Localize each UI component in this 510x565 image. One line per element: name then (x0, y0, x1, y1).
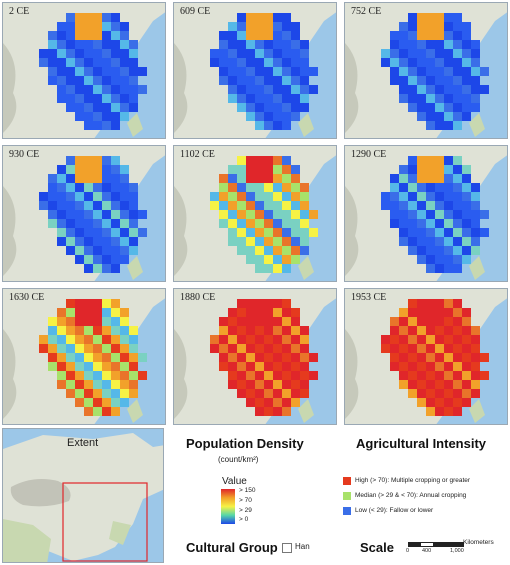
population-density-title: Population Density (186, 436, 304, 451)
scale-bar (408, 542, 464, 547)
map-panel: 930 CE (2, 145, 166, 282)
map-panel: 752 CE (344, 2, 508, 139)
agri-median-label: Median (> 29 & < 70): Annual cropping (355, 492, 467, 499)
map-panel-year-label: 1630 CE (9, 292, 45, 303)
cultural-group-title: Cultural Group (186, 540, 278, 555)
extent-title: Extent (67, 437, 99, 449)
map-panel: 1102 CE (173, 145, 337, 282)
scale-tick-400: 400 (422, 548, 432, 554)
map-panel-year-label: 1880 CE (180, 292, 216, 303)
scale-unit: Kilometers (463, 539, 494, 546)
agri-low-label: Low (< 29): Fallow or lower (355, 507, 434, 514)
map-panel: 2 CE (2, 2, 166, 139)
map-panel: 609 CE (173, 2, 337, 139)
agri-low-swatch (343, 507, 351, 515)
scale-title: Scale (360, 540, 394, 555)
population-tick-150: > 150 (239, 487, 256, 494)
population-tick-29: > 29 (239, 507, 252, 514)
agri-median-swatch (343, 492, 351, 500)
han-legend-label: Han (295, 542, 310, 551)
map-panel-year-label: 1102 CE (180, 149, 215, 160)
map-panel-year-label: 2 CE (9, 6, 30, 17)
scale-tick-0: 0 (406, 548, 410, 554)
population-tick-0: > 0 (239, 516, 249, 523)
map-panel-year-label: 930 CE (9, 149, 40, 160)
map-panel-year-label: 1290 CE (351, 149, 387, 160)
extent-inset-map: Extent (2, 428, 164, 563)
map-panel-year-label: 752 CE (351, 6, 382, 17)
map-panel: 1290 CE (344, 145, 508, 282)
map-panel-year-label: 1953 CE (351, 292, 387, 303)
population-tick-70: > 70 (239, 497, 252, 504)
scale-tick-1000: 1,000 (450, 548, 464, 554)
agri-high-label: High (> 70): Multiple cropping or greate… (355, 477, 471, 484)
map-panel: 1953 CE (344, 288, 508, 425)
population-color-ramp (221, 489, 235, 524)
agri-high-swatch (343, 477, 351, 485)
agricultural-intensity-title: Agricultural Intensity (356, 436, 487, 451)
value-label: Value (222, 476, 247, 487)
population-density-unit: (count/km²) (218, 455, 259, 464)
map-panel-year-label: 609 CE (180, 6, 211, 17)
han-legend-swatch (282, 543, 292, 553)
map-panel: 1630 CE (2, 288, 166, 425)
map-panel: 1880 CE (173, 288, 337, 425)
